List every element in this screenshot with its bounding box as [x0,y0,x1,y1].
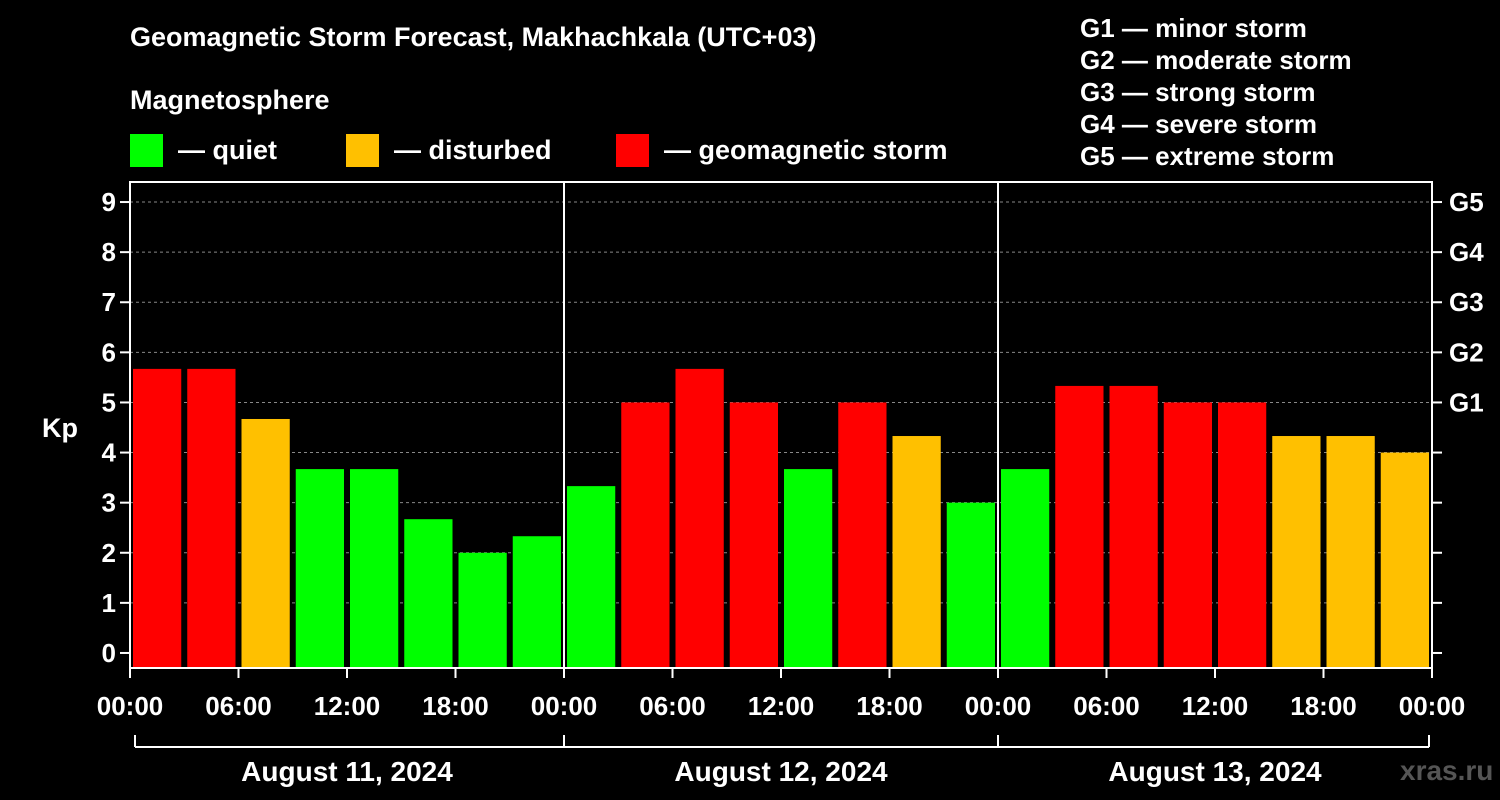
legend-swatch-storm [616,133,649,167]
kp-bar [1001,469,1050,668]
y-tick-label: 2 [102,538,116,568]
kp-bar [729,402,778,668]
day-label: August 12, 2024 [674,756,888,787]
x-tick-label: 12:00 [314,691,381,721]
kp-bar [512,536,561,668]
kp-bar [1272,436,1321,668]
kp-bar [1380,452,1429,668]
legend-item-storm: — geomagnetic storm [616,133,948,167]
x-tick-label: 00:00 [531,691,598,721]
x-tick-label: 18:00 [1290,691,1357,721]
kp-bar [1055,385,1104,668]
day-label: August 11, 2024 [241,756,453,787]
kp-bar [241,418,290,668]
g-level-label: G1 [1449,387,1484,417]
legend-item-quiet: — quiet [130,133,277,167]
legend-label-disturbed: — disturbed [394,134,552,165]
chart-title: Geomagnetic Storm Forecast, Makhachkala … [130,22,817,52]
g-scale-g2: G2 — moderate storm [1080,45,1352,75]
x-tick-label: 00:00 [1399,691,1466,721]
g-scale-list: G1 — minor storm G2 — moderate storm G3 … [1080,12,1352,172]
kp-bar [133,368,182,668]
kp-bar [404,519,453,668]
g-scale-g3: G3 — strong storm [1080,77,1316,107]
g-level-label: G3 [1449,287,1484,317]
y-tick-label: 1 [102,588,116,618]
kp-bar [567,486,616,668]
y-tick-label: 0 [102,638,116,668]
kp-bar [350,469,399,668]
legend-swatch-quiet [130,133,163,167]
x-tick-label: 06:00 [1073,691,1140,721]
kp-bar [458,552,507,668]
legend-label-storm: — geomagnetic storm [664,134,948,165]
kp-bar [675,368,724,668]
y-axis-label: Kp [42,413,78,443]
x-tick-label: 18:00 [422,691,489,721]
g-level-label: G4 [1449,237,1484,267]
g-level-label: G2 [1449,337,1484,367]
g-scale-g4: G4 — severe storm [1080,109,1318,139]
x-tick-label: 06:00 [205,691,272,721]
y-tick-label: 6 [102,337,116,367]
kp-bar [1109,385,1158,668]
kp-bar [838,402,887,668]
y-tick-label: 9 [102,187,116,217]
day-label: August 13, 2024 [1108,756,1322,787]
kp-bar [295,469,344,668]
kp-bar [892,436,941,668]
watermark: xras.ru [1400,755,1494,786]
kp-bar [187,368,236,668]
x-tick-label: 06:00 [639,691,706,721]
x-tick-label: 12:00 [1182,691,1249,721]
y-tick-label: 3 [102,488,116,518]
x-tick-label: 00:00 [965,691,1032,721]
y-tick-label: 8 [102,237,116,267]
x-tick-label: 12:00 [748,691,815,721]
kp-bar [946,502,995,668]
y-tick-label: 5 [102,387,116,417]
kp-bar [1218,402,1267,668]
legend-item-disturbed: — disturbed [346,133,552,167]
kp-bar [1326,436,1375,668]
y-tick-label: 4 [102,438,117,468]
x-tick-label: 18:00 [856,691,923,721]
g-scale-g5: G5 — extreme storm [1080,141,1335,171]
kp-bar [1163,402,1212,668]
legend-label-quiet: — quiet [178,134,277,165]
g-scale-g1: G1 — minor storm [1080,13,1307,43]
g-level-label: G5 [1449,187,1484,217]
kp-bar [784,469,833,668]
legend-swatch-disturbed [346,133,379,167]
kp-bar [621,402,670,668]
y-tick-label: 7 [102,287,116,317]
legend-title: Magnetosphere [130,85,330,115]
x-tick-label: 00:00 [97,691,164,721]
